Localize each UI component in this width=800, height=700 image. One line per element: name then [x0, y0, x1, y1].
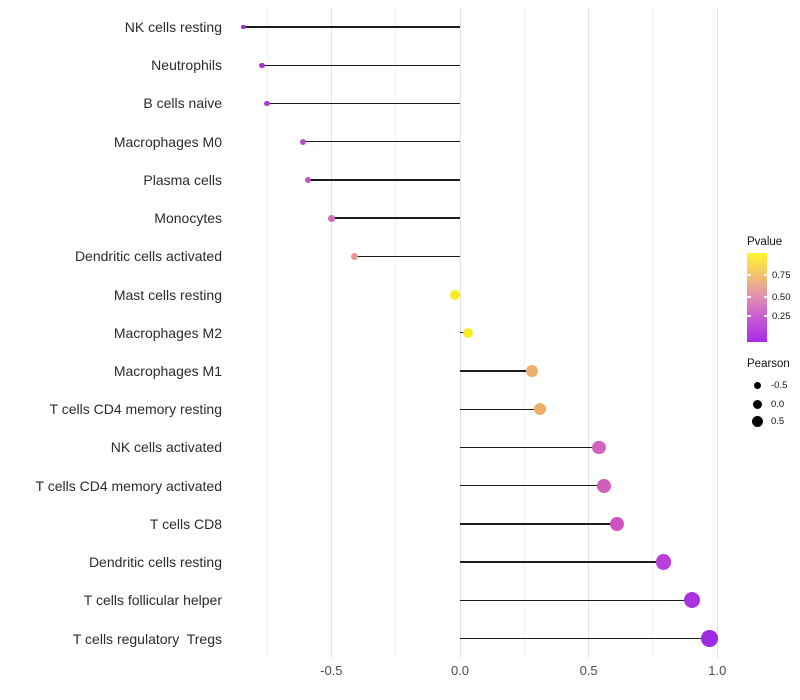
lollipop-stem — [460, 561, 664, 563]
lollipop-stem — [460, 599, 692, 601]
category-label: Neutrophils — [151, 57, 222, 74]
data-point — [592, 440, 606, 455]
category-label: B cells naive — [143, 95, 222, 112]
lollipop-stem — [460, 370, 533, 372]
data-point — [299, 138, 307, 145]
pvalue-tick-mark — [747, 274, 751, 276]
category-label: T cells regulatory Tregs — [72, 630, 222, 647]
category-label: Macrophages M0 — [113, 133, 222, 150]
category-label: Monocytes — [154, 210, 222, 227]
data-point — [526, 364, 539, 377]
data-point — [701, 630, 718, 647]
lollipop-stem — [243, 26, 460, 28]
data-point — [327, 214, 335, 222]
pvalue-tick-mark — [763, 274, 767, 276]
data-point — [462, 327, 473, 338]
x-tick-label: 0.5 — [579, 663, 598, 678]
pearson-legend-label: 0.0 — [771, 399, 785, 410]
category-label: T cells CD4 memory activated — [35, 477, 222, 494]
category-label: T cells CD4 memory resting — [49, 401, 222, 418]
data-point — [259, 62, 265, 68]
data-point — [655, 554, 671, 570]
pvalue-tick-mark — [747, 296, 751, 298]
lollipop-stem — [460, 484, 605, 487]
category-label: Dendritic cells activated — [74, 248, 222, 265]
pearson-legend-label: -0.5 — [771, 380, 788, 391]
gridline-minor — [523, 8, 525, 658]
pvalue-gradient-bar — [747, 253, 767, 342]
data-point — [597, 478, 611, 493]
lollipop-stem — [460, 637, 710, 640]
lollipop-stem — [267, 102, 460, 105]
category-label: T cells follicular helper — [83, 592, 222, 609]
data-point — [609, 516, 625, 531]
pearson-legend-title: Pearson — [747, 358, 790, 370]
category-label: Dendritic cells resting — [88, 554, 222, 571]
x-tick-label: -0.5 — [320, 663, 343, 678]
x-tick-label: 1.0 — [708, 663, 727, 678]
lollipop-stem — [261, 64, 460, 66]
pearson-legend-dot — [751, 415, 763, 427]
data-point — [683, 592, 700, 609]
pvalue-tick-mark — [763, 315, 767, 317]
data-point — [533, 403, 546, 416]
pvalue-tick-label: 0.75 — [772, 270, 791, 281]
data-point — [304, 176, 312, 184]
gridline-major — [588, 8, 590, 658]
data-point — [350, 252, 359, 261]
category-label: Macrophages M1 — [113, 362, 222, 379]
lollipop-stem — [354, 255, 460, 257]
pvalue-tick-label: 0.50 — [772, 292, 791, 303]
pearson-legend-label: 0.5 — [771, 416, 785, 427]
pvalue-legend-title: Pvalue — [747, 236, 783, 248]
gridline-major — [716, 8, 718, 658]
gridline-minor — [395, 8, 397, 658]
gridline-major — [330, 8, 332, 658]
lollipop-stem — [303, 140, 460, 143]
lollipop-stem — [460, 446, 599, 449]
gridline-minor — [652, 8, 654, 658]
data-point — [241, 24, 247, 30]
lollipop-stem — [331, 217, 460, 219]
category-label: Mast cells resting — [113, 286, 222, 303]
data-point — [449, 289, 460, 300]
category-label: T cells CD8 — [149, 515, 222, 532]
lollipop-stem — [460, 523, 617, 525]
pearson-legend-dot — [753, 381, 761, 389]
category-label: Plasma cells — [143, 171, 222, 188]
lollipop-stem — [308, 179, 460, 181]
x-tick-label: 0.0 — [450, 663, 470, 678]
pvalue-tick-label: 0.25 — [772, 311, 791, 322]
pearson-legend-dot — [752, 399, 762, 409]
category-label: Macrophages M2 — [113, 324, 222, 341]
category-label: NK cells resting — [124, 19, 222, 35]
category-label: NK cells activated — [110, 439, 222, 456]
pvalue-tick-mark — [747, 315, 751, 317]
pvalue-tick-mark — [763, 296, 767, 298]
gridline-minor — [266, 8, 268, 658]
data-point — [264, 100, 270, 107]
lollipop-stem — [460, 408, 540, 410]
